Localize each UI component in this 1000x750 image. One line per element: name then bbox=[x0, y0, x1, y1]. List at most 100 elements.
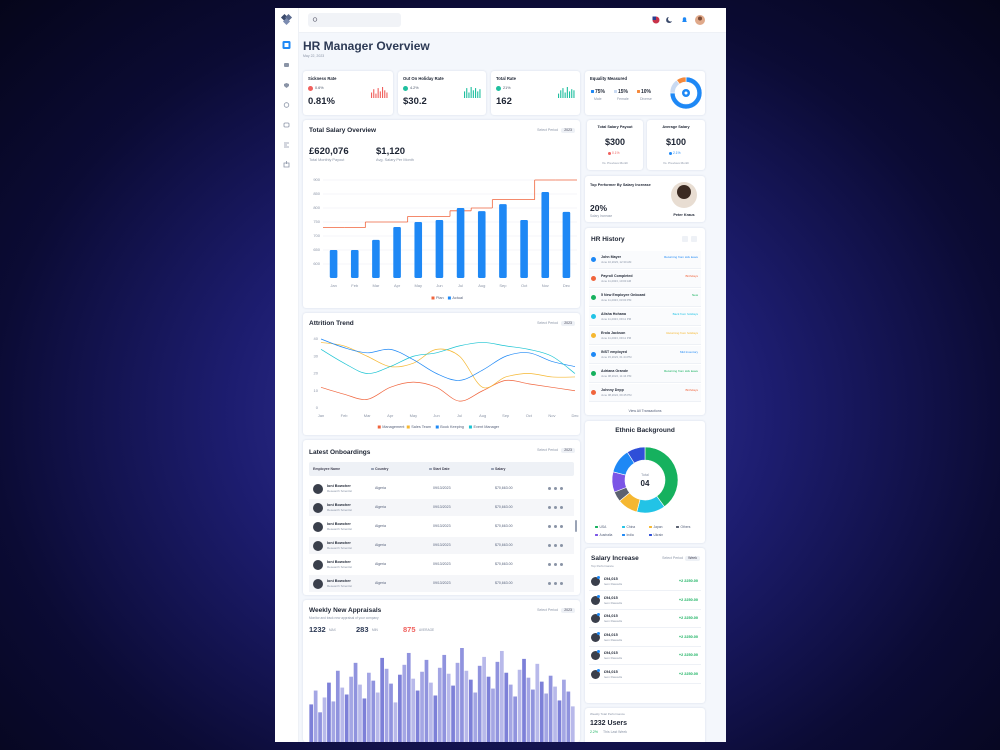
status-dot bbox=[591, 257, 596, 262]
legend-label: India bbox=[626, 532, 634, 537]
row-action[interactable] bbox=[548, 487, 551, 490]
period-select[interactable]: 2023 bbox=[561, 127, 575, 133]
row-action[interactable] bbox=[548, 525, 551, 528]
employee-name: Ioni Bowcher bbox=[327, 502, 351, 507]
employee-avatar bbox=[313, 559, 323, 570]
nav-item[interactable] bbox=[284, 142, 289, 148]
spark-bar bbox=[564, 92, 566, 98]
x-tick-label: Jan bbox=[318, 413, 324, 418]
payout-card: Total Salary Payout $300 0.1% Vs. Previous … bbox=[587, 120, 643, 170]
increase-amount: £94,015 bbox=[604, 595, 618, 600]
payout-title: Total Salary Payout bbox=[597, 125, 633, 129]
center-label: Total bbox=[641, 473, 649, 477]
legend-label: Others bbox=[680, 524, 691, 529]
period-label: Select Period bbox=[537, 608, 558, 612]
view-all[interactable]: View All Transactions bbox=[628, 409, 662, 413]
row-action[interactable] bbox=[554, 563, 557, 566]
stat-card: Total Rate 21% 162 bbox=[491, 71, 580, 115]
onboardings-card: Latest Onboardings Select Period 2023 Emplo… bbox=[303, 440, 580, 595]
row-action[interactable] bbox=[560, 525, 563, 528]
card-action[interactable] bbox=[682, 236, 688, 242]
change-icon bbox=[608, 151, 611, 155]
bar bbox=[539, 681, 544, 742]
change-icon bbox=[308, 86, 313, 91]
bar bbox=[406, 652, 411, 742]
legend-swatch bbox=[637, 90, 640, 93]
legend-swatch bbox=[431, 296, 435, 300]
status-dot bbox=[591, 371, 596, 376]
table-row bbox=[309, 499, 574, 516]
period-select[interactable]: Week bbox=[685, 555, 700, 561]
start-date: 09/13/2023 bbox=[433, 486, 451, 490]
history-name: Adriana Orande bbox=[601, 368, 628, 373]
period-select[interactable]: 2023 bbox=[561, 320, 575, 326]
spark-bar bbox=[477, 91, 479, 98]
x-tick-label: Aug bbox=[479, 413, 486, 418]
row-action[interactable] bbox=[548, 563, 551, 566]
x-tick-label: Nov bbox=[548, 413, 555, 418]
nav-item[interactable] bbox=[283, 122, 290, 128]
row-action[interactable] bbox=[560, 506, 563, 509]
stat-label: Out On Holiday Rate bbox=[403, 76, 444, 81]
column-icon bbox=[429, 467, 432, 470]
row-action[interactable] bbox=[560, 563, 563, 566]
increase-name: Ieon Rasoulis bbox=[604, 656, 623, 660]
logo bbox=[280, 13, 293, 26]
salary: $70,663.00 bbox=[495, 486, 513, 490]
spark-bar bbox=[569, 91, 571, 98]
top-performer-card: Top Performer By Salary Increase 20% Salar… bbox=[585, 176, 705, 222]
chart-canvas: 600 650 700 750 800 850 900 Jan Feb Mar Apr May Jun J… bbox=[313, 177, 577, 300]
spark-bar bbox=[558, 93, 560, 98]
search-box[interactable] bbox=[308, 13, 401, 27]
employee-avatar bbox=[313, 540, 323, 551]
row-action[interactable] bbox=[560, 582, 563, 585]
bar bbox=[335, 670, 340, 742]
bar bbox=[526, 677, 531, 742]
spark-bar bbox=[475, 88, 477, 98]
start-date: 09/13/2023 bbox=[433, 524, 451, 528]
increase-row bbox=[589, 611, 701, 628]
nav-item[interactable] bbox=[284, 63, 289, 67]
employee-role: Research Scientist bbox=[327, 507, 353, 512]
bar bbox=[393, 227, 401, 278]
row-action[interactable] bbox=[560, 544, 563, 547]
legend-label: Sales Team bbox=[411, 425, 431, 429]
spark-bar bbox=[571, 89, 573, 98]
row-action[interactable] bbox=[554, 506, 557, 509]
row-action[interactable] bbox=[554, 582, 557, 585]
avatar-face bbox=[698, 16, 702, 21]
ethnic-card: Ethnic Background Total 04 USA China Japan Oth… bbox=[585, 421, 705, 543]
row-action[interactable] bbox=[560, 487, 563, 490]
employee-name: Ioni Bowcher bbox=[327, 540, 351, 545]
y-tick-label: 30 bbox=[314, 353, 319, 358]
history-date: June 11,2023, 09:11 PM bbox=[601, 316, 632, 321]
row-action[interactable] bbox=[548, 582, 551, 585]
theme-toggle[interactable] bbox=[666, 17, 672, 23]
kpi-value: $1,120 bbox=[376, 146, 406, 157]
row-action[interactable] bbox=[548, 544, 551, 547]
country: Algeria bbox=[375, 581, 386, 585]
notifications[interactable] bbox=[682, 17, 687, 22]
row-action[interactable] bbox=[554, 544, 557, 547]
stat-label: MIN bbox=[372, 628, 378, 632]
row-action[interactable] bbox=[554, 525, 557, 528]
nav-item[interactable] bbox=[283, 161, 290, 168]
kpi-value: £620,076 bbox=[309, 146, 349, 157]
card-action[interactable] bbox=[691, 236, 697, 242]
period-label: Select Period bbox=[662, 556, 683, 560]
history-name: Johnny Depp bbox=[601, 387, 624, 392]
avatar-badge bbox=[597, 613, 600, 616]
row-action[interactable] bbox=[554, 487, 557, 490]
bar bbox=[414, 222, 423, 278]
nav-item[interactable] bbox=[284, 83, 289, 88]
nav-item[interactable] bbox=[283, 102, 290, 108]
spark-bar bbox=[472, 90, 474, 98]
row-action[interactable] bbox=[548, 506, 551, 509]
stat-value: 283 bbox=[356, 625, 369, 634]
start-date: 09/13/2023 bbox=[433, 581, 451, 585]
legend-swatch bbox=[614, 90, 617, 93]
stat-value: 875 bbox=[403, 625, 416, 634]
period-select[interactable]: 2023 bbox=[561, 447, 575, 453]
bar bbox=[309, 704, 314, 742]
equality-label: Diverse bbox=[640, 97, 652, 101]
